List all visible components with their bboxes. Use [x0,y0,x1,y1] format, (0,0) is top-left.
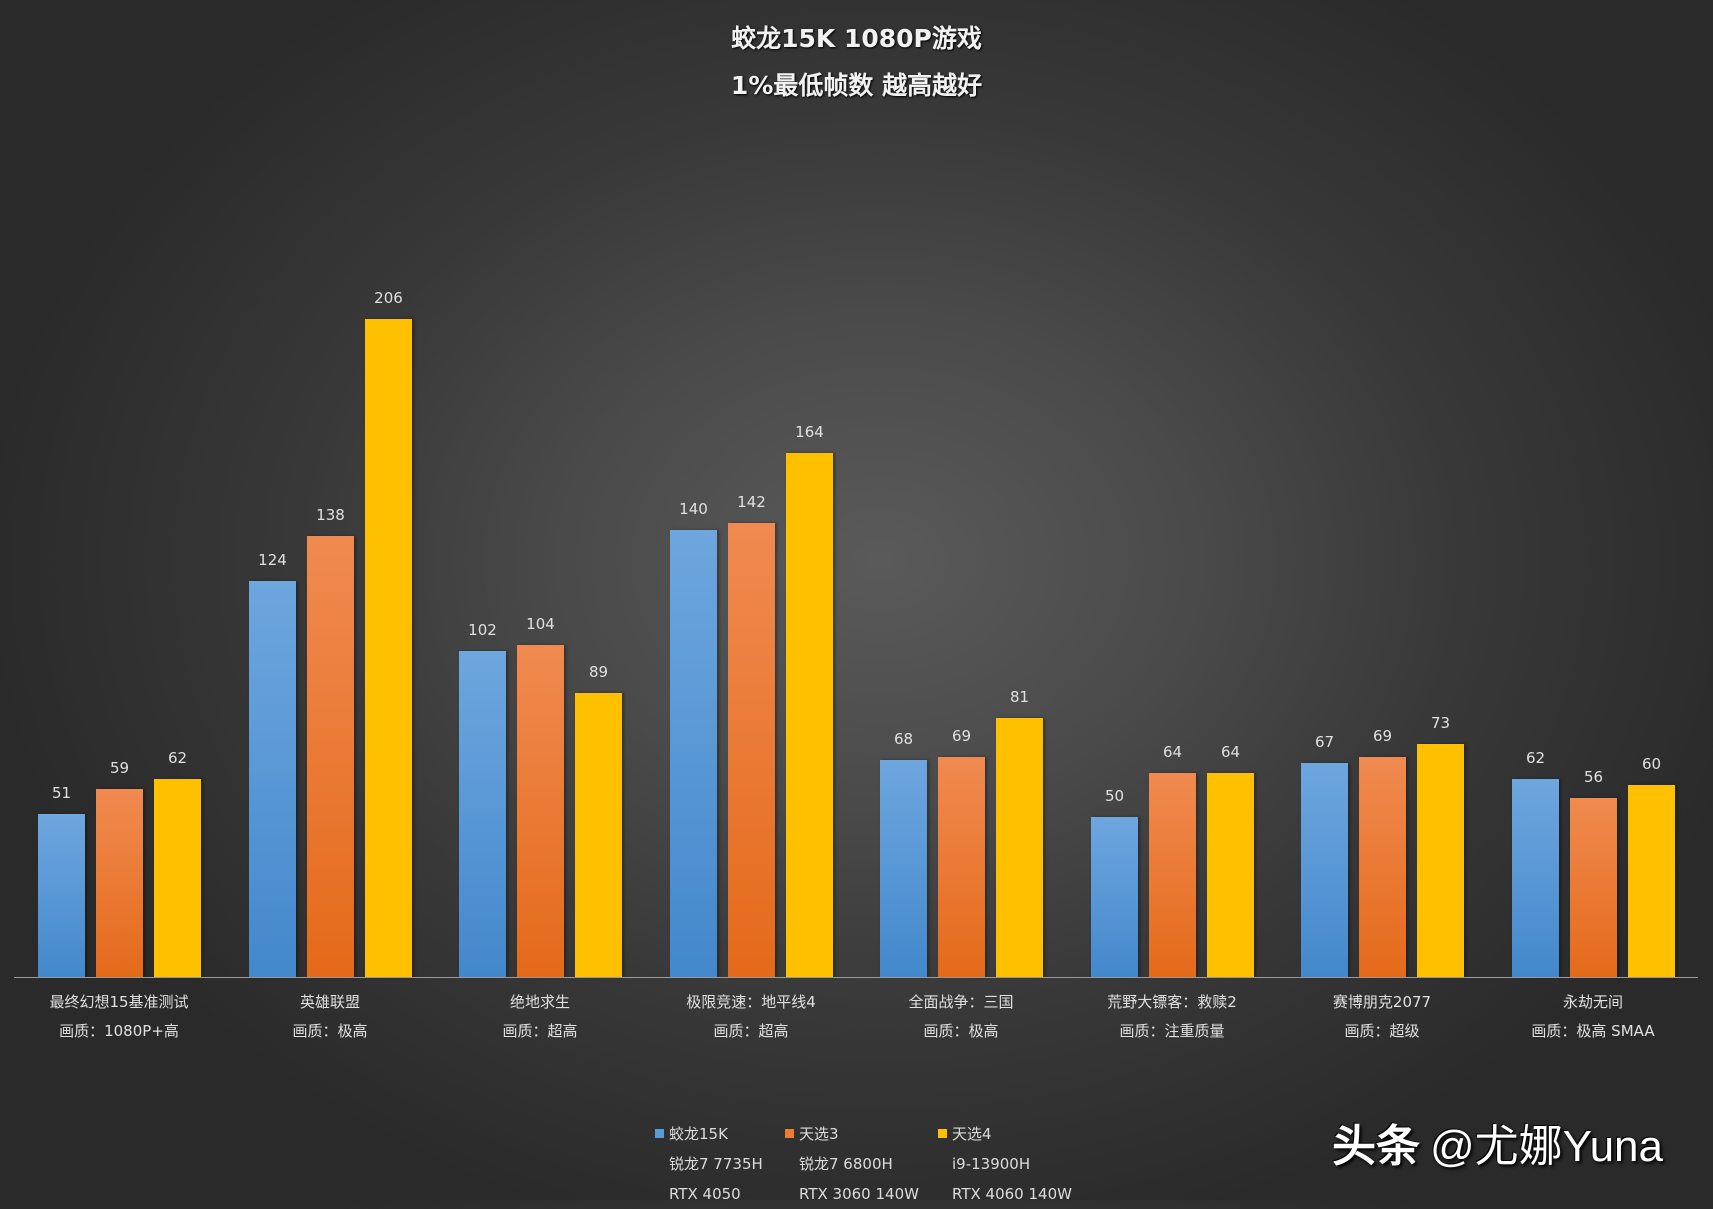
category-setting: 画质：极高 [923,1022,999,1040]
data-label: 140 [679,500,708,518]
bar [1301,763,1348,977]
bar [1207,773,1254,977]
bar [459,651,506,977]
category-setting: 画质：超高 [713,1022,789,1040]
data-label: 102 [468,621,497,639]
data-label: 69 [951,727,972,745]
category-setting: 画质：1080P+高 [59,1022,179,1040]
legend-item: 蛟龙15K 锐龙7 7735H RTX 4050 [655,1119,763,1209]
bar [1417,744,1464,977]
data-label: 64 [1220,743,1241,761]
legend-gpu: RTX 3060 140W [799,1185,919,1203]
bar [1359,757,1406,977]
data-label: 64 [1162,743,1183,761]
watermark-platform: 头条 [1332,1122,1420,1171]
data-label: 89 [588,663,609,681]
legend-series-name: 蛟龙15K [669,1125,728,1143]
watermark-handle: @尤娜Yuna [1430,1122,1663,1171]
data-label: 164 [795,423,824,441]
data-label: 50 [1104,787,1125,805]
bar [365,319,412,977]
category-label: 永劫无间画质：极高 SMAA [1488,988,1698,1046]
bar [154,779,201,977]
watermark: 头条 @尤娜Yuna [1332,1110,1663,1174]
category-label: 赛博朋克2077 画质：超级 [1277,988,1487,1046]
bar [786,453,833,977]
bar [96,789,143,977]
legend-swatch-icon [938,1129,947,1138]
data-label: 73 [1430,714,1451,732]
legend-cpu: 锐龙7 7735H [669,1155,763,1173]
bar [880,760,927,977]
chart-title: 蛟龙15K 1080P游戏 [731,24,982,53]
bar [1570,798,1617,977]
data-label: 56 [1583,768,1604,786]
legend-swatch-icon [655,1129,664,1138]
category-name: 全面战争：三国 [908,993,1014,1011]
x-axis-line [14,977,1698,978]
legend-item: 天选3 锐龙7 6800H RTX 3060 140W [785,1119,919,1209]
category-name: 赛博朋克2077 [1332,993,1432,1011]
category-setting: 画质：极高 [292,1022,368,1040]
bar [996,718,1043,977]
data-label: 142 [737,493,766,511]
data-label: 59 [109,759,130,777]
category-setting: 画质：超高 [502,1022,578,1040]
category-label: 绝地求生画质：超高 [435,988,645,1046]
bar [670,530,717,977]
category-name: 荒野大镖客：救赎2 [1107,993,1237,1011]
bar [1091,817,1138,977]
legend-item: 天选4 i9-13900H RTX 4060 140W [938,1119,1072,1209]
category-name: 永劫无间 [1562,993,1623,1011]
category-label: 最终幻想15基准测试 画质：1080P+高 [14,988,224,1046]
data-label: 138 [316,506,345,524]
data-label: 206 [374,289,403,307]
category-name: 极限竞速：地平线4 [686,993,816,1011]
category-name: 英雄联盟 [299,993,360,1011]
category-name: 绝地求生 [509,993,570,1011]
legend-gpu: RTX 4060 140W [952,1185,1072,1203]
category-name: 最终幻想15基准测试 [49,993,189,1011]
legend-cpu: 锐龙7 6800H [799,1155,893,1173]
bar [1628,785,1675,977]
data-label: 60 [1641,755,1662,773]
bar [517,645,564,977]
legend-swatch-icon [785,1129,794,1138]
data-label: 104 [526,615,555,633]
legend-cpu: i9-13900H [952,1155,1031,1173]
category-setting: 画质：注重质量 [1119,1022,1225,1040]
category-setting: 画质：极高 SMAA [1531,1022,1655,1040]
data-label: 124 [258,551,287,569]
data-label: 69 [1372,727,1393,745]
category-label: 荒野大镖客：救赎2 画质：注重质量 [1067,988,1277,1046]
data-label: 81 [1009,688,1030,706]
data-label: 51 [51,784,72,802]
bar [1512,779,1559,977]
legend-series-name: 天选4 [952,1125,992,1143]
category-label: 英雄联盟画质：极高 [225,988,435,1046]
legend-gpu: RTX 4050 [669,1185,741,1203]
category-label: 极限竞速：地平线4 画质：超高 [646,988,856,1046]
bar [1149,773,1196,977]
bar [249,581,296,977]
data-label: 67 [1314,733,1335,751]
legend-series-name: 天选3 [799,1125,839,1143]
bar [728,523,775,977]
chart-subtitle: 1%最低帧数 越高越好 [730,71,983,100]
bar [938,757,985,977]
category-setting: 画质：超级 [1344,1022,1420,1040]
category-label: 全面战争：三国 画质：极高 [856,988,1066,1046]
bar [575,693,622,977]
bar [307,536,354,977]
bar [38,814,85,977]
data-label: 62 [167,749,188,767]
data-label: 68 [893,730,914,748]
data-label: 62 [1525,749,1546,767]
